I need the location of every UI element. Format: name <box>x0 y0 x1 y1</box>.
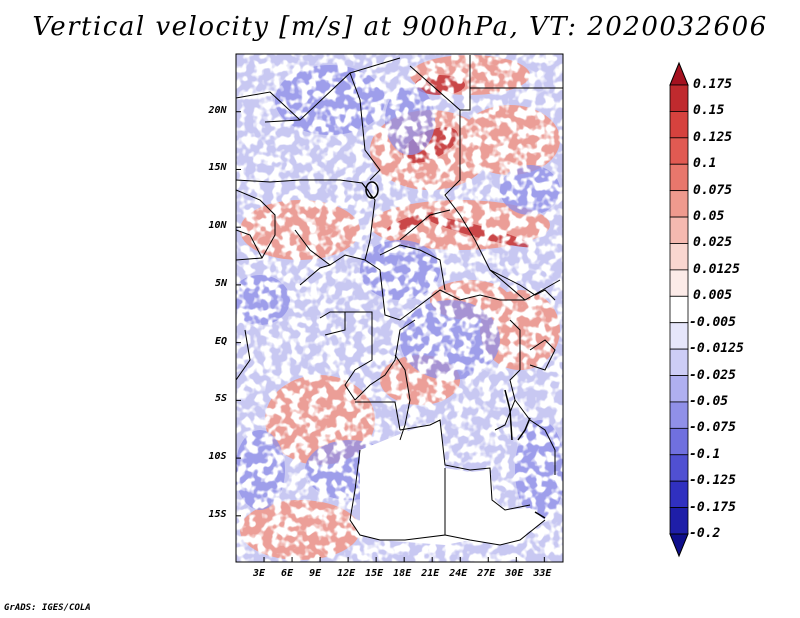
colorbar-level-label: -0.005 <box>689 314 736 330</box>
x-tick-label: 30E <box>505 568 524 579</box>
colorbar-segment <box>669 111 689 139</box>
colorbar-level-label: -0.2 <box>689 526 721 541</box>
y-axis-ticks <box>236 111 241 517</box>
colorbar-segment <box>669 243 689 271</box>
colorbar-min-arrow <box>669 533 689 558</box>
colorbar-level-label: -0.1 <box>689 446 721 462</box>
colorbar-level-label: -0.175 <box>689 499 736 515</box>
colorbar-segment <box>669 348 689 376</box>
colorbar-level-label: 0.125 <box>693 129 733 145</box>
x-axis-ticks <box>263 557 545 562</box>
colorbar-level-label: -0.125 <box>689 473 736 489</box>
colorbar-segment <box>669 137 689 165</box>
y-tick-label: 20N <box>208 104 227 116</box>
x-tick-label: 12E <box>337 568 356 579</box>
x-tick-label: 24E <box>449 568 468 579</box>
x-tick-label: 27E <box>477 568 496 579</box>
y-tick-label: 10N <box>208 220 227 232</box>
colorbar-level-label: -0.025 <box>689 367 736 383</box>
x-tick-label: 9E <box>309 568 322 579</box>
colorbar-segment <box>669 375 689 403</box>
colorbar-level-label: 0.15 <box>693 103 725 119</box>
lakes <box>365 181 546 519</box>
colorbar-segment <box>669 401 689 429</box>
colorbar-segment <box>669 295 689 324</box>
country-borders <box>236 55 563 546</box>
colorbar-level-label: 0.1 <box>693 156 717 172</box>
velocity-field <box>236 54 563 562</box>
x-tick-label: 3E <box>253 568 266 579</box>
chart-title: Vertical velocity [m/s] at 900hPa, VT: 2… <box>32 12 768 42</box>
y-tick-label: 15S <box>208 508 227 520</box>
y-tick-label: EQ <box>215 335 228 347</box>
colorbar-level-label: -0.0125 <box>689 341 744 357</box>
colorbar-segment <box>669 322 689 350</box>
colorbar-segment <box>669 84 689 112</box>
colorbar-max-arrow <box>669 61 689 86</box>
grads-credit: GrADS: IGES/COLA <box>4 603 91 613</box>
colorbar-level-label: 0.005 <box>693 288 733 304</box>
y-tick-label: 5S <box>215 393 228 405</box>
x-tick-label: 15E <box>365 568 384 579</box>
colorbar-level-label: 0.05 <box>693 209 725 225</box>
x-tick-label: 6E <box>281 568 294 579</box>
x-tick-label: 18E <box>393 568 412 579</box>
colorbar-level-label: 0.075 <box>693 182 733 198</box>
colorbar-segment <box>669 480 689 508</box>
map-frame <box>235 53 564 563</box>
colorbar-level-label: 0.175 <box>693 77 733 92</box>
colorbar-level-label: 0.025 <box>693 235 733 251</box>
colorbar-segment <box>669 190 689 218</box>
x-tick-label: 33E <box>533 568 552 579</box>
y-tick-label: 5N <box>215 277 228 289</box>
colorbar-segment <box>669 427 689 456</box>
y-tick-label: 15N <box>208 162 227 174</box>
colorbar-level-label: -0.05 <box>689 393 729 409</box>
colorbar-segment <box>669 507 689 535</box>
colorbar <box>669 61 689 558</box>
colorbar-segment <box>669 454 689 482</box>
colorbar-level-label: 0.0125 <box>693 261 740 277</box>
colorbar-segment <box>669 163 689 192</box>
colorbar-level-label: -0.075 <box>689 420 736 436</box>
colorbar-segment <box>669 216 689 244</box>
y-tick-label: 10S <box>208 451 227 463</box>
colorbar-segment <box>669 269 689 297</box>
x-tick-label: 21E <box>421 568 440 579</box>
